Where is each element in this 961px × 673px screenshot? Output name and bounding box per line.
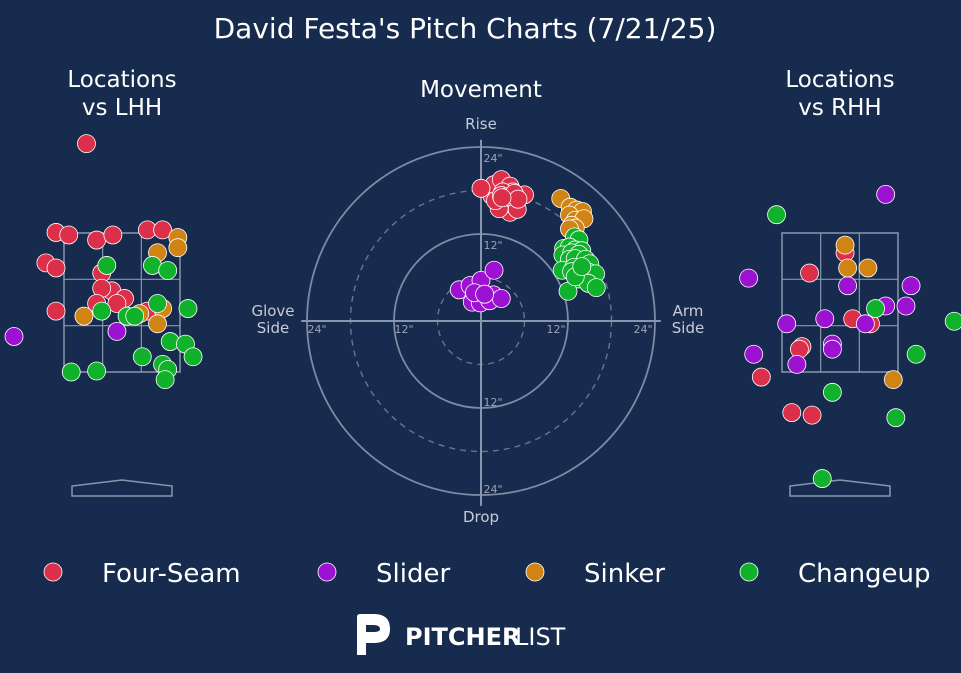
lhh-point-four-seam [59,225,79,245]
rhh-point-slider [744,344,764,364]
rhh-point-slider [815,309,835,329]
rhh-point-slider [777,314,797,334]
movement-label-glove-side: Glove Side [251,302,294,337]
legend-marker-sinker [525,562,545,582]
rhh-point-sinker [858,258,878,278]
lhh-point-sinker [74,306,94,326]
legend-label-sinker: Sinker [584,559,665,589]
movement-point-four-seam [471,178,491,198]
pitcherlist-logo: PITCHER LIST [357,614,566,655]
rhh-point-sinker [883,370,903,390]
movement-point-slider [491,289,511,308]
ring-label-right-24: 24" [633,323,652,336]
ring-label-left-24: 24" [307,323,326,336]
rhh-point-slider [896,296,916,316]
lhh-point-four-seam [103,225,123,245]
rhh-point-slider [876,184,896,204]
ring-label-top-24: 24" [483,152,502,165]
rhh-point-changeup [906,344,926,364]
movement-label-rise: Rise [465,115,497,133]
home-plate-lhh [71,479,173,497]
rhh-point-four-seam [800,263,819,283]
legend-marker-changeup [739,562,759,582]
lhh-point-sinker [148,314,167,334]
lhh-point-four-seam [46,258,66,278]
ring-label-top-12: 12" [483,239,502,252]
movement-grid: 12" 12" 12" 12" 24" 24" 24" 24" [301,139,661,506]
legend-label-slider: Slider [376,559,450,589]
legend-label-four-seam: Four-Seam [102,559,241,589]
rhh-point-changeup [767,205,786,225]
legend: Four-Seam Slider Sinker Changeup [43,559,931,589]
brand-list: LIST [515,623,566,651]
rhh-point-sinker [835,235,855,255]
lhh-point-changeup [148,294,167,313]
lhh-point-four-seam [77,134,96,154]
lhh-point-changeup [158,261,178,280]
lhh-title-line-1: Locations [67,67,176,93]
rhh-point-four-seam [802,405,822,425]
lhh-point-changeup [97,256,117,275]
rhh-point-four-seam [751,367,771,387]
lhh-point-changeup [132,347,152,367]
rhh-point-slider [838,276,858,296]
legend-label-changeup: Changeup [798,559,931,589]
rhh-point-slider [822,339,842,359]
rhh-title-line-1: Locations [785,67,894,93]
movement-label-drop: Drop [463,508,499,526]
movement-label-arm-side: Arm Side [672,302,704,337]
rhh-point-slider [739,268,759,288]
rhh-point-changeup [944,311,961,331]
lhh-point-changeup [155,370,175,390]
chart-title: David Festa's Pitch Charts (7/21/25) [214,12,717,45]
lhh-title-line-2: vs LHH [82,95,162,121]
ring-label-right-12: 12" [546,323,565,336]
movement-point-changeup [572,257,592,277]
lhh-point-four-seam [107,294,127,313]
movement-point-four-seam [492,188,512,208]
lhh-point-changeup [61,362,81,382]
home-plate-rhh [789,479,891,497]
rhh-title-line-2: vs RHH [798,95,881,121]
lhh-point-changeup [92,301,112,321]
movement-title: Movement [420,77,542,103]
movement-point-four-seam [508,189,528,209]
lhh-point-changeup [87,361,107,381]
lhh-point-four-seam [87,230,107,250]
legend-marker-four-seam [43,562,63,582]
rhh-point-changeup [812,469,832,488]
rhh-point-changeup [866,299,885,318]
movement-point-changeup [586,278,606,298]
rhh-point-slider [901,276,921,296]
ring-label-left-12: 12" [394,323,413,336]
lhh-point-sinker [168,238,188,258]
movement-point-slider [484,260,504,280]
lhh-point-four-seam [153,220,173,240]
ring-label-bottom-24: 24" [483,483,502,496]
lhh-point-four-seam [46,301,66,321]
rhh-point-four-seam [782,403,802,423]
movement-point-slider [475,284,495,304]
lhh-point-changeup [178,299,198,318]
lhh-point-slider [107,321,127,341]
pitcherlist-logo-mark [357,614,390,655]
rhh-point-sinker [838,258,858,278]
lhh-point-changeup [125,306,145,326]
lhh-point-slider [4,327,24,346]
brand-pitcher: PITCHER [405,623,520,651]
rhh-point-changeup [822,382,842,402]
ring-label-bottom-12: 12" [483,396,502,409]
rhh-point-changeup [886,408,906,428]
pitch-points [4,134,961,488]
legend-marker-slider [317,562,337,582]
rhh-point-slider [855,314,875,334]
rhh-point-slider [787,354,807,374]
lhh-point-changeup [183,347,203,367]
